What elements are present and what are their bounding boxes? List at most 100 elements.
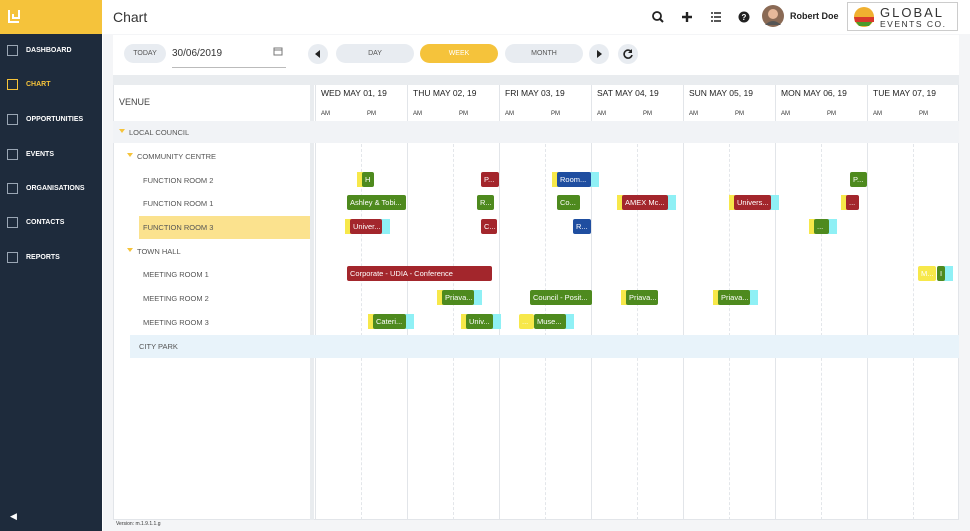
event[interactable]: ...	[814, 219, 829, 234]
event[interactable]: Univ...	[466, 314, 493, 329]
nav-icon[interactable]	[7, 114, 18, 125]
nav-item[interactable]: DASHBOARD	[26, 47, 72, 54]
event[interactable]: P...	[481, 172, 499, 187]
event[interactable]: R...	[477, 195, 494, 210]
nav-icon[interactable]	[7, 252, 18, 263]
venue-row[interactable]: MEETING ROOM 1	[143, 270, 209, 279]
event[interactable]: Corporate - UDIA - Conference	[347, 266, 492, 281]
nav-item[interactable]: REPORTS	[26, 254, 60, 261]
event-accent	[473, 290, 482, 305]
nav-icon[interactable]	[7, 79, 18, 90]
expand-arrow[interactable]	[127, 153, 133, 157]
venue-row[interactable]: FUNCTION ROOM 1	[143, 199, 214, 208]
event[interactable]: Priava...	[718, 290, 750, 305]
version: Version: m.1.9.1.1.g	[116, 521, 161, 527]
event-accent	[492, 314, 501, 329]
day-header: TUE MAY 07, 19	[873, 88, 936, 98]
venue-row[interactable]: COMMUNITY CENTRE	[137, 152, 217, 161]
day-line	[683, 85, 684, 520]
event-accent	[368, 314, 374, 329]
collapse-sidebar[interactable]: ◀	[10, 511, 17, 521]
event[interactable]: R...	[573, 219, 591, 234]
day-header: WED MAY 01, 19	[321, 88, 387, 98]
day-line	[867, 85, 868, 520]
event-accent	[713, 290, 719, 305]
venue-row[interactable]: LOCAL COUNCIL	[129, 128, 190, 137]
nav-item[interactable]: CONTACTS	[26, 219, 65, 226]
expand-arrow[interactable]	[119, 129, 125, 133]
view-button[interactable]: MONTH	[505, 44, 583, 63]
am-label: AM	[689, 111, 698, 117]
next-button[interactable]	[589, 44, 609, 64]
event-accent	[667, 195, 676, 210]
event[interactable]: AMEX Mc...	[622, 195, 668, 210]
am-label: AM	[597, 111, 606, 117]
venue-row[interactable]: MEETING ROOM 3	[143, 318, 209, 327]
company-logo: GLOBAL EVENTS CO.	[847, 2, 958, 31]
event[interactable]: Univers...	[734, 195, 771, 210]
user-name[interactable]: Robert Doe	[790, 11, 839, 21]
nav-icon[interactable]	[7, 183, 18, 194]
nav-icon[interactable]	[7, 149, 18, 160]
day-header: THU MAY 02, 19	[413, 88, 477, 98]
avatar[interactable]	[762, 5, 784, 27]
expand-arrow[interactable]	[127, 248, 133, 252]
event[interactable]: Priava...	[626, 290, 658, 305]
event[interactable]: Muse...	[534, 314, 566, 329]
event[interactable]: P...	[850, 172, 867, 187]
venue-row[interactable]: MEETING ROOM 2	[143, 294, 209, 303]
event-accent	[729, 195, 735, 210]
half-day-line	[637, 144, 638, 520]
event[interactable]: Cateri...	[373, 314, 406, 329]
event[interactable]: Ashley & Tobi...	[347, 195, 406, 210]
pm-label: PM	[459, 111, 468, 117]
event[interactable]: Council - Posit...	[530, 290, 592, 305]
app-logo[interactable]	[0, 0, 102, 34]
event-accent	[809, 219, 815, 234]
row-selected	[139, 216, 310, 239]
view-button[interactable]: DAY	[336, 44, 414, 63]
view-button[interactable]: WEEK	[420, 44, 498, 63]
event[interactable]: I	[937, 266, 945, 281]
day-line	[407, 85, 408, 520]
event-accent	[461, 314, 467, 329]
pm-label: PM	[551, 111, 560, 117]
event-accent	[345, 219, 351, 234]
nav-item[interactable]: CHART	[26, 81, 51, 88]
prev-button[interactable]	[308, 44, 328, 64]
event[interactable]: Room...	[557, 172, 591, 187]
event[interactable]: Priava...	[442, 290, 474, 305]
half-day-line	[821, 144, 822, 520]
nav-item[interactable]: OPPORTUNITIES	[26, 116, 84, 123]
day-header: SUN MAY 05, 19	[689, 88, 753, 98]
event[interactable]: ...	[519, 314, 534, 329]
event[interactable]: Univer...	[350, 219, 382, 234]
venue-row[interactable]: CITY PARK	[139, 342, 178, 351]
event-accent	[944, 266, 953, 281]
event[interactable]: Co...	[557, 195, 580, 210]
half-day-line	[545, 144, 546, 520]
venue-row[interactable]: FUNCTION ROOM 2	[143, 176, 214, 185]
event[interactable]: C...	[481, 219, 497, 234]
am-label: AM	[413, 111, 422, 117]
nav-item[interactable]: ORGANISATIONS	[26, 185, 85, 192]
date-input[interactable]: 30/06/2019	[172, 48, 286, 68]
nav-item[interactable]: EVENTS	[26, 151, 55, 158]
venue-row[interactable]: FUNCTION ROOM 3	[143, 223, 214, 232]
am-label: AM	[781, 111, 790, 117]
svg-text:?: ?	[742, 13, 747, 22]
event[interactable]: H	[362, 172, 374, 187]
event[interactable]: ...	[846, 195, 859, 210]
today-button[interactable]: TODAY	[124, 44, 166, 63]
event[interactable]: M...	[918, 266, 936, 281]
logo-icon	[8, 10, 20, 23]
nav-icon[interactable]	[7, 217, 18, 228]
venue-row[interactable]: TOWN HALL	[137, 247, 181, 256]
refresh-button[interactable]	[618, 44, 638, 64]
day-line	[499, 85, 500, 520]
nav-icon[interactable]	[7, 45, 18, 56]
calendar-icon[interactable]	[273, 46, 283, 56]
venue-header: VENUE	[119, 97, 151, 107]
half-day-line	[361, 144, 362, 520]
